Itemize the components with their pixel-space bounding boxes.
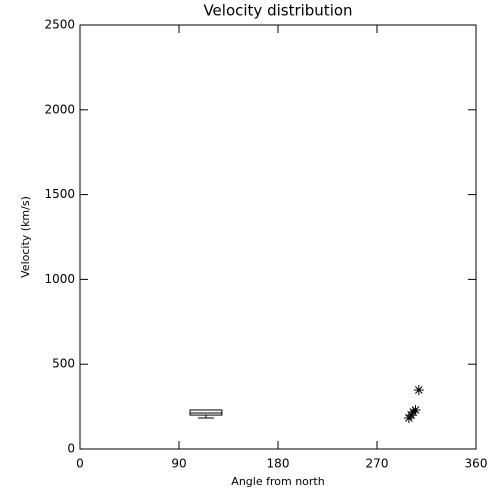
y-tick-label: 2500 [44,18,75,32]
x-tick-label: 180 [267,457,290,471]
y-tick-label: 0 [67,442,75,456]
x-tick-label: 270 [366,457,389,471]
y-axis-label: Velocity (km/s) [19,196,32,278]
box [189,409,223,416]
y-tick-label: 2000 [44,102,75,116]
point [413,384,424,395]
x-tick-label: 90 [171,457,186,471]
y-tick-label: 1500 [44,187,75,201]
y-tick-label: 500 [52,357,75,371]
point [406,410,417,421]
y-tick-label: 1000 [44,272,75,286]
x-axis-label: Angle from north [231,475,324,488]
chart-title: Velocity distribution [203,2,352,20]
point [410,404,421,415]
x-tick-label: 0 [76,457,84,471]
x-tick-label: 360 [465,457,488,471]
